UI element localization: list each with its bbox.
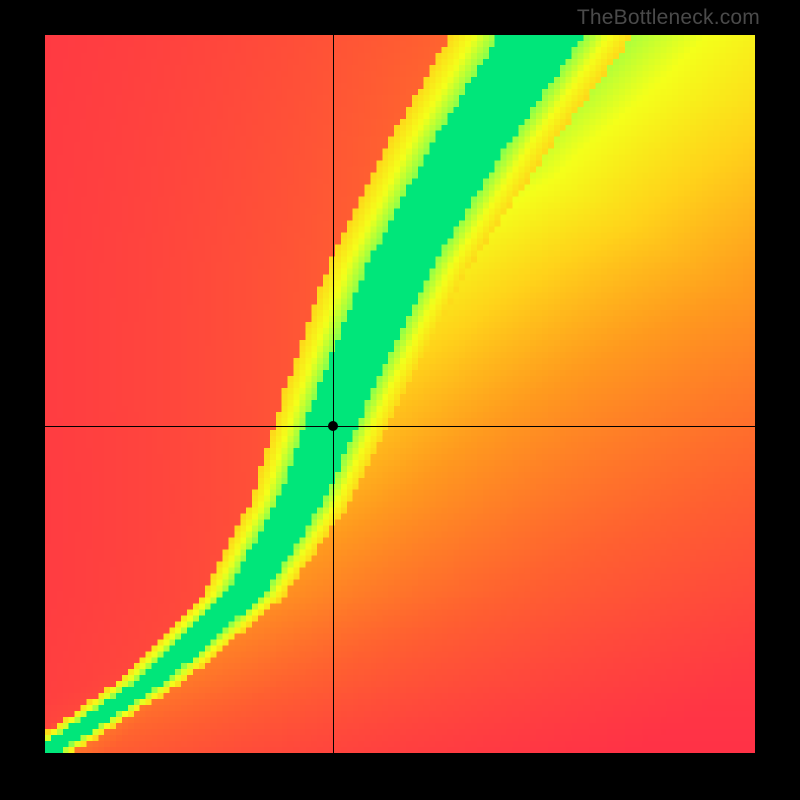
watermark: TheBottleneck.com (577, 6, 760, 30)
chart-container: TheBottleneck.com (0, 0, 800, 800)
crosshair-horizontal (45, 426, 755, 427)
marker-point (328, 421, 338, 431)
heatmap (45, 35, 755, 753)
crosshair-vertical (333, 35, 334, 753)
